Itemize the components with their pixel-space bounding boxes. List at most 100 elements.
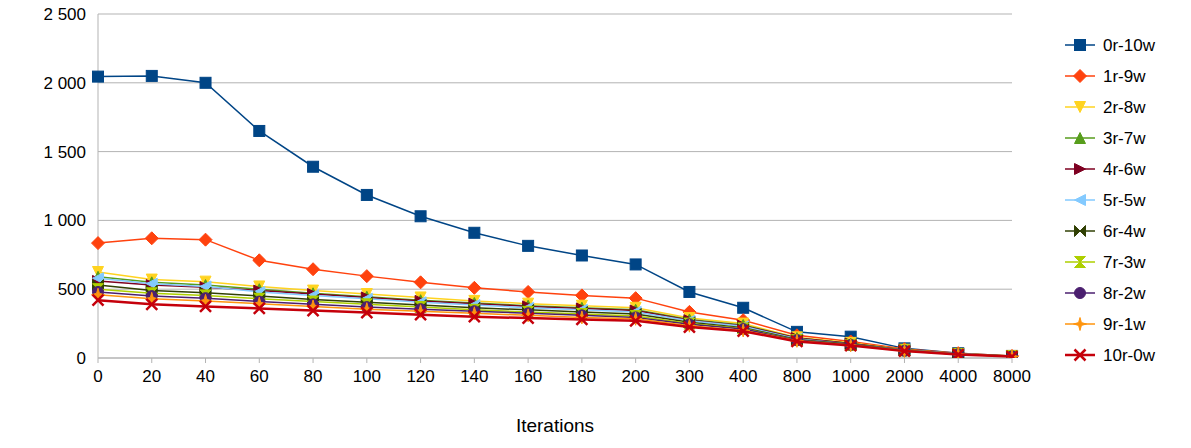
point [307,263,320,276]
x-tick [528,358,529,363]
x-axis-line [98,358,1012,359]
y-axis-line [98,14,99,358]
y-tick-label: 2 000 [43,74,86,93]
x-tick [689,358,690,363]
x-tick-label: 300 [675,367,703,386]
point [469,311,480,322]
legend-entry: 1r-9w [1065,67,1146,86]
x-tick-label: 800 [783,367,811,386]
point [629,312,642,325]
x-tick [474,358,475,363]
legend-label: 0r-10w [1103,36,1156,55]
x-tick [420,358,421,363]
point [630,259,641,270]
point [899,346,910,357]
point [361,307,372,318]
x-tick-label: 100 [353,367,381,386]
legend-entry: 2r-8w [1065,98,1146,117]
legend-entry: 5r-5w [1065,191,1146,210]
legend-marker [1075,257,1086,268]
x-axis-title: Iterations [516,415,594,436]
chart: 05001 0001 5002 0002 5000204060801001201… [0,0,1191,448]
series-line [98,300,1012,356]
legend-entry: 3r-7w [1065,129,1146,148]
legend-marker [1075,102,1086,113]
point [93,295,104,306]
legend-entry: 6r-4w [1065,222,1146,241]
x-tick [205,358,206,363]
grid-line [98,14,1012,15]
legend-label: 3r-7w [1103,129,1146,148]
series-line [98,289,1012,356]
legend-marker [1075,350,1086,361]
point [200,301,211,312]
point [576,314,587,325]
point [523,313,534,324]
legend-label: 8r-2w [1103,284,1146,303]
legend-label: 7r-3w [1103,253,1146,272]
series-line [98,272,1012,356]
legend-label: 4r-6w [1103,160,1146,179]
grid-line [98,151,1012,152]
point [200,77,211,88]
x-tick-label: 200 [621,367,649,386]
point [522,309,535,322]
grid-line [98,358,1012,359]
point [468,281,481,294]
x-tick [313,358,314,363]
point [254,303,265,314]
x-tick [366,358,367,363]
point [738,326,749,337]
y-tick-label: 2 500 [43,5,86,24]
x-tick [151,358,152,363]
x-tick-label: 20 [142,367,161,386]
series-line [98,295,1012,357]
x-tick [635,358,636,363]
legend-label: 6r-4w [1103,222,1146,241]
point [522,285,535,298]
series-line [98,278,1012,356]
point [845,340,856,351]
point [684,286,695,297]
series-line [98,277,1012,357]
y-tick-label: 1 500 [43,143,86,162]
legend-label: 10r-0w [1103,346,1156,365]
point [684,322,695,333]
point [145,232,158,245]
series-line [98,292,1012,356]
point [576,250,587,261]
point [199,233,212,246]
x-tick [581,358,582,363]
y-tick-label: 1 000 [43,211,86,230]
point [146,70,157,81]
x-tick [98,358,99,363]
point [575,311,588,324]
point [361,189,372,200]
point [360,270,373,283]
legend-marker [1074,70,1087,83]
plot-area [92,70,1019,358]
legend-marker [1075,195,1086,206]
point [1007,351,1018,358]
series-line [98,76,1012,356]
point [523,240,534,251]
point [630,315,641,326]
legend-entry: 9r-1w [1065,315,1146,334]
x-tick-label: 1000 [832,367,870,386]
point [308,305,319,316]
legend-marker [1074,318,1087,331]
x-tick-label: 4000 [939,367,977,386]
point [415,309,426,320]
x-tick-label: 60 [250,367,269,386]
x-tick-label: 0 [93,367,102,386]
y-tick-label: 0 [77,349,86,368]
legend-label: 2r-8w [1103,98,1146,117]
legend-label: 9r-1w [1103,315,1146,334]
x-tick-label: 160 [514,367,542,386]
legend-entry: 7r-3w [1065,253,1146,272]
x-tick [958,358,959,363]
legend-entry: 10r-0w [1065,346,1156,365]
legend-label: 1r-9w [1103,67,1146,86]
point [415,211,426,222]
point [93,71,104,82]
